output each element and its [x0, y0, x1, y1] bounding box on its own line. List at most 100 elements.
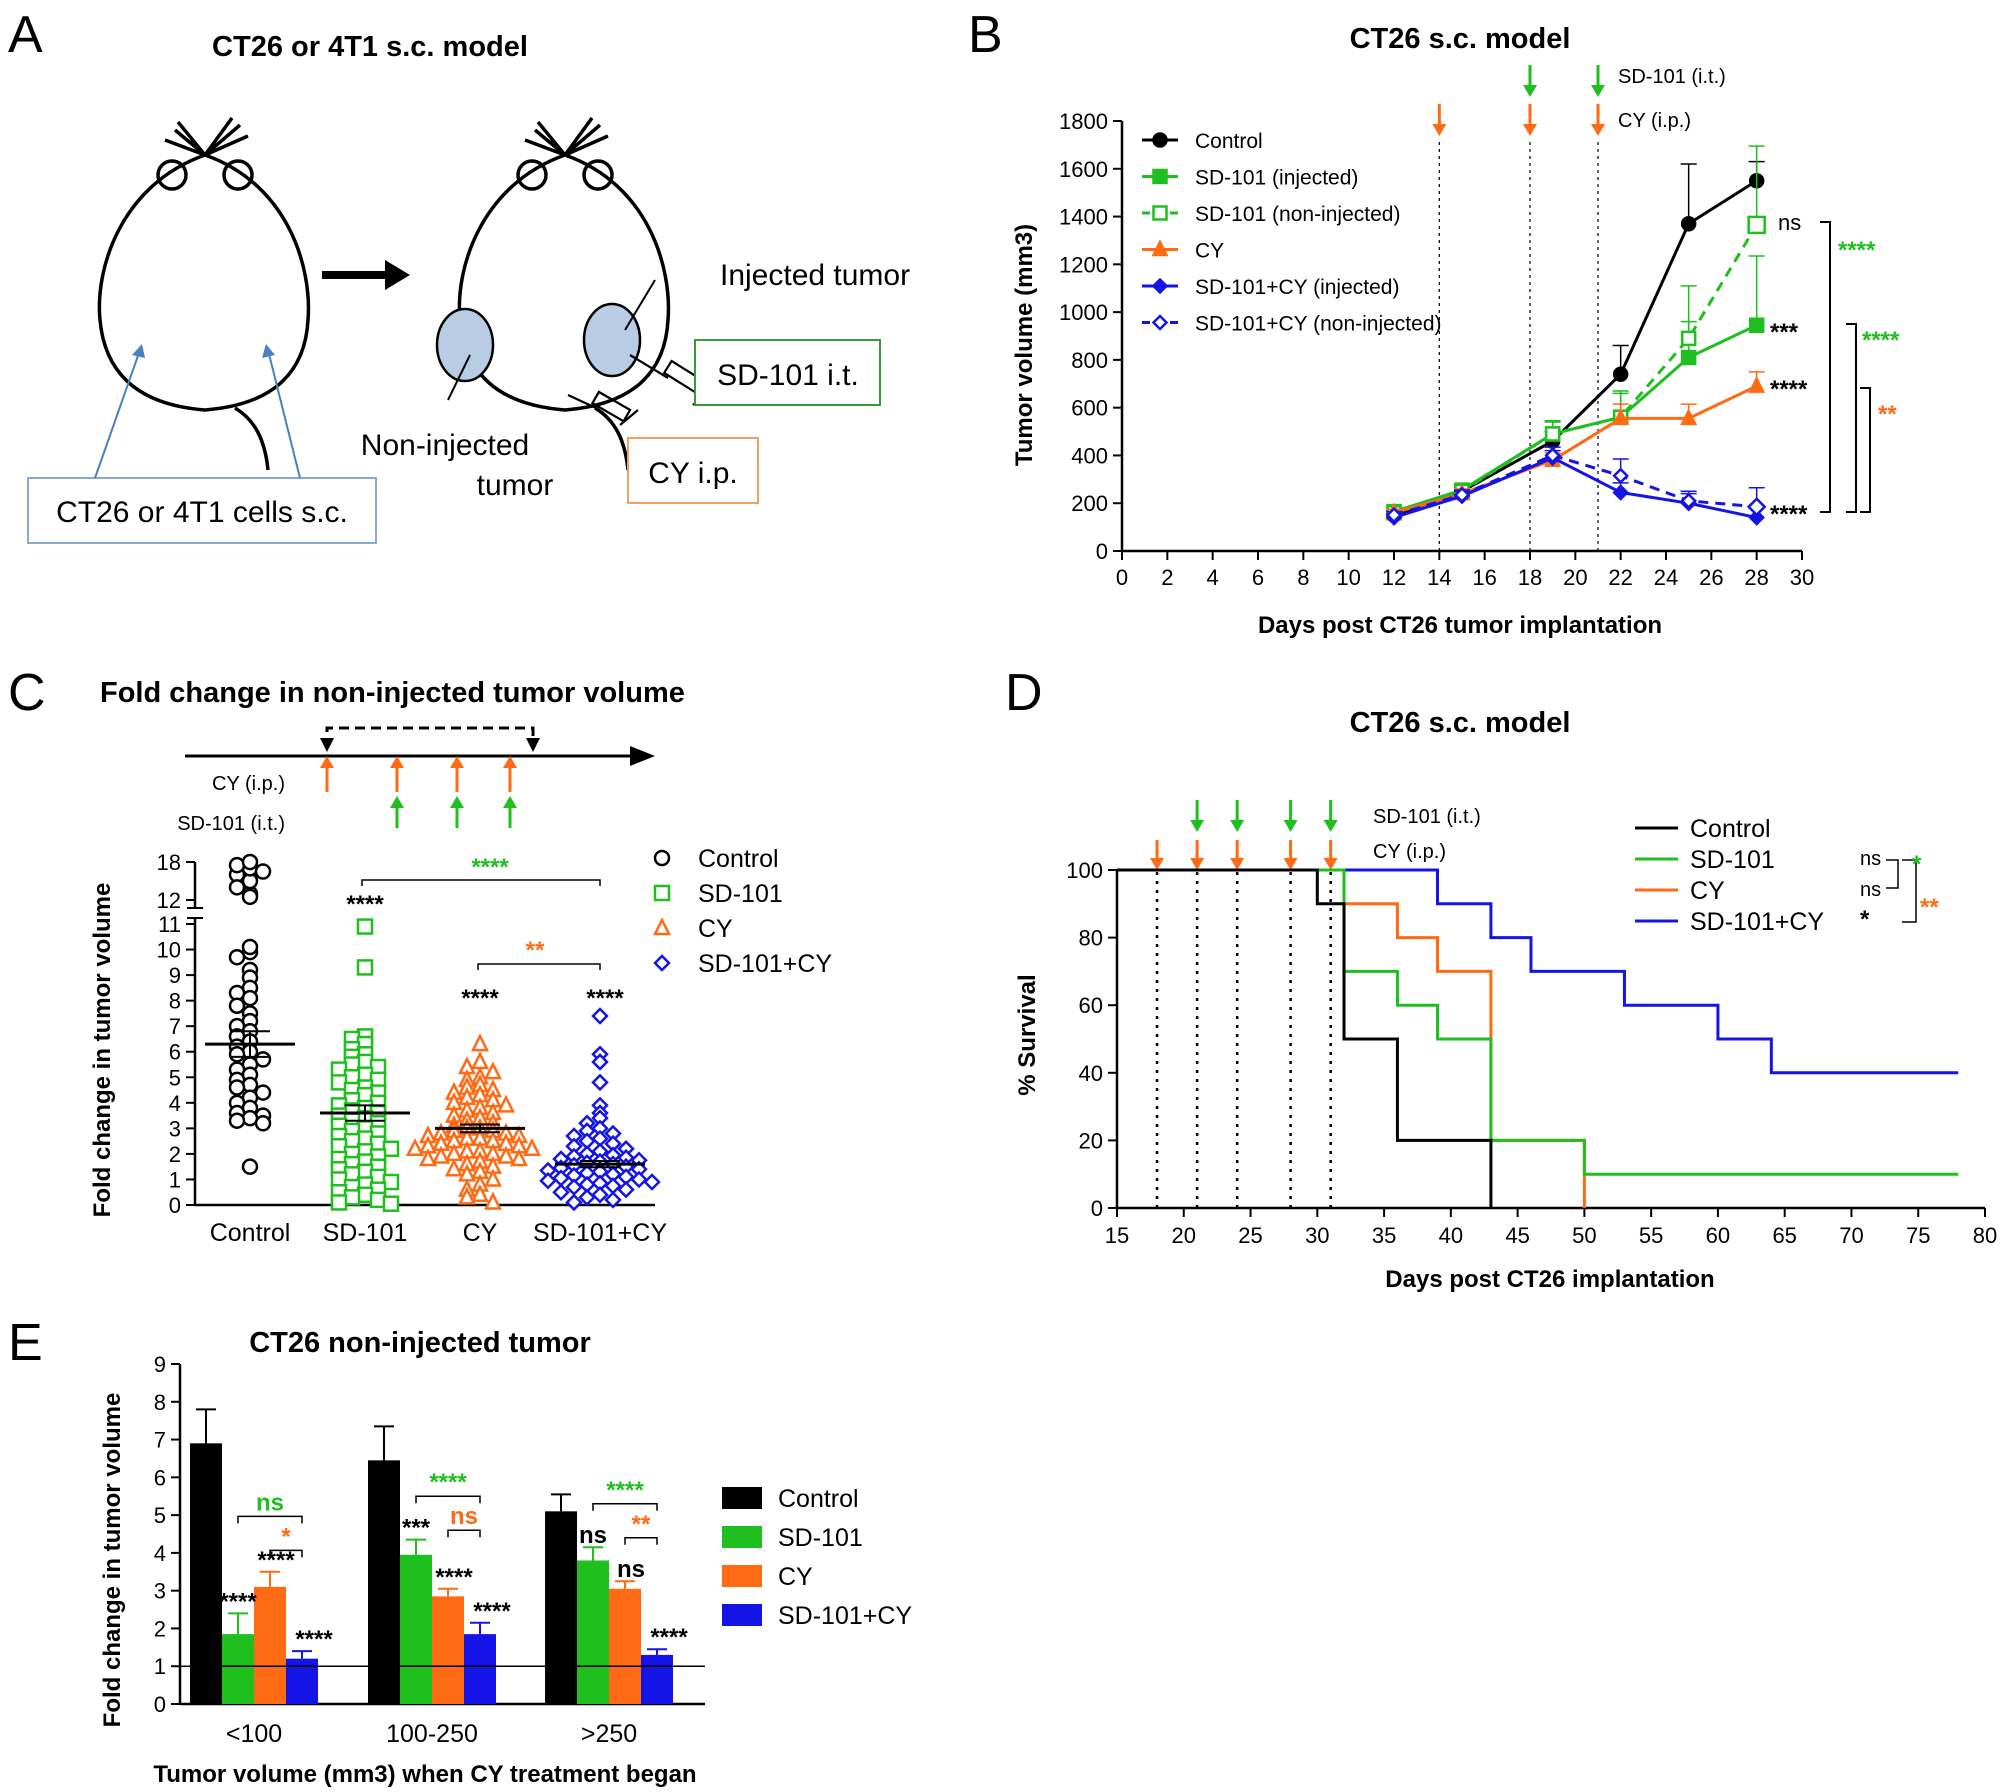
panel-b-x-tick: 22 — [1608, 565, 1632, 590]
panel-c-legend-label: CY — [698, 915, 733, 943]
panel-b-sig-ns: ns — [1778, 210, 1801, 235]
panel-c-series — [539, 1007, 661, 1212]
panel-b-series-line — [1393, 453, 1757, 517]
panel-d-y-tick: 60 — [1079, 993, 1103, 1018]
panel-e-y-tick: 3 — [154, 1579, 166, 1604]
panel-d-legend-label: Control — [1690, 815, 1771, 843]
panel-c-x-tick: SD-101+CY — [533, 1219, 667, 1247]
panel-e-bar — [286, 1658, 318, 1704]
panel-e-xlabel: Tumor volume (mm3) when CY treatment beg… — [153, 1761, 696, 1788]
panel-c-point — [405, 1138, 425, 1157]
panel-c-point — [509, 1148, 529, 1167]
panel-b-point — [1612, 366, 1629, 382]
panel-c-point — [382, 1195, 400, 1212]
panel-c-point — [483, 1168, 503, 1187]
panel-c-x-tick: CY — [463, 1219, 498, 1247]
panel-c-point — [228, 879, 246, 896]
panel-e-bracket — [415, 1495, 481, 1504]
panel-e-y-tick: 6 — [154, 1465, 166, 1490]
panel-e-legend-label: Control — [778, 1485, 859, 1513]
panel-e-bar — [368, 1460, 400, 1704]
panel-d-cy-arrow-icon — [1230, 840, 1245, 870]
panel-b-legend-marker — [1151, 239, 1169, 257]
cy-ip-label: CY i.p. — [648, 457, 738, 490]
panel-b-cy-arrow-icon — [1523, 104, 1537, 136]
panel-c-bracket-sig-2: ** — [526, 937, 545, 964]
cy-ip-box — [627, 437, 759, 504]
panel-d-xlabel: Days post CT26 implantation — [1385, 1266, 1714, 1293]
panel-e-bar — [400, 1554, 432, 1704]
panel-b-x-tick: 14 — [1427, 565, 1451, 590]
panel-d-legend-sig: ns — [1860, 848, 1881, 870]
panel-e-bar — [464, 1634, 496, 1704]
panel-d-survival-curve — [1117, 868, 1959, 1176]
panel-e-legend: Control SD-101 CY SD-101+CY — [722, 1485, 912, 1630]
panel-c-y-tick: 0 — [169, 1193, 181, 1218]
panel-b-y-tick: 400 — [1071, 443, 1108, 468]
panel-e-legend-swatch — [722, 1526, 762, 1548]
panel-b-point — [1746, 497, 1767, 517]
panel-b-y-tick: 1800 — [1059, 109, 1108, 134]
panel-d-x-tick: 25 — [1238, 1223, 1262, 1248]
panel-b-legend-label: SD-101+CY (non-injected) — [1195, 313, 1442, 336]
panel-c-timeline-arrows — [320, 756, 517, 828]
panel-e-title: CT26 non-injected tumor — [249, 1327, 591, 1359]
panel-e-legend-swatch — [722, 1604, 762, 1626]
panel-b-x-tick: 26 — [1699, 565, 1723, 590]
panel-c-point — [228, 948, 246, 966]
panel-b-ylabel: Tumor volume (mm3) — [1011, 224, 1038, 466]
panel-b-y-tick: 1200 — [1059, 252, 1108, 277]
panel-b-brackets — [1820, 221, 1871, 513]
panel-b-letter: B — [968, 6, 1003, 64]
cells-label: CT26 or 4T1 cells s.c. — [56, 496, 348, 529]
panel-d-cy-annotation: CY (i.p.) — [1373, 841, 1446, 863]
panel-e-plot: ************ns* ***************nsnsns****… — [180, 1408, 705, 1704]
panel-c-sd101-arrow-icon — [390, 796, 404, 828]
panel-b-point — [1544, 426, 1561, 442]
panel-b-legend-marker — [1151, 277, 1169, 295]
panel-c-y-tick: 12 — [157, 888, 181, 913]
panel-b-x-tick: 30 — [1790, 565, 1814, 590]
panel-c-point — [496, 1145, 516, 1164]
panel-d-legend-label: SD-101 — [1690, 846, 1775, 874]
panel-c-point — [444, 1158, 464, 1177]
panel-e-y-tick: 5 — [154, 1503, 166, 1528]
panel-d-x-tick: 70 — [1839, 1223, 1863, 1248]
injected-tumor-shape — [582, 302, 642, 378]
panel-c-legend: Control SD-101 CY SD-101+CY — [652, 845, 832, 978]
panel-c-y-tick: 9 — [169, 963, 181, 988]
panel-c-point — [552, 1169, 570, 1187]
panel-c-y-tick: 3 — [169, 1116, 181, 1141]
panel-e-bar — [190, 1443, 222, 1704]
panel-e-bracket — [447, 1529, 481, 1538]
panel-d-legend-sig: ns — [1860, 879, 1881, 901]
noninjected-label-1: Non-injected — [361, 429, 529, 462]
panel-b-point — [1748, 317, 1765, 333]
panel-d-sd101-arrow-icon — [1323, 800, 1338, 832]
panel-b-x-tick: 0 — [1116, 565, 1128, 590]
panel-c-point — [356, 959, 374, 976]
panel-d-cy-arrow-icon — [1150, 840, 1165, 870]
panel-e-y-tick: 8 — [154, 1390, 166, 1415]
panel-e-y-tick: 4 — [154, 1541, 166, 1566]
panel-d-x-tick: 15 — [1105, 1223, 1129, 1248]
panel-c-timeline — [185, 726, 655, 766]
panel-b-cy-arrow-icon — [1591, 104, 1605, 136]
panel-d-brackets — [1886, 859, 1917, 923]
panel-e-bar — [609, 1588, 641, 1704]
panel-c-legend-marker — [653, 884, 671, 902]
panel-c-legend-marker — [652, 917, 672, 936]
panel-c-title: Fold change in non-injected tumor volume — [100, 677, 685, 709]
panel-e-sig: **** — [650, 1624, 688, 1651]
panel-d-title: CT26 s.c. model — [1350, 707, 1571, 739]
panel-b-x-tick: 8 — [1297, 565, 1309, 590]
panel-b-x-tick: 4 — [1207, 565, 1219, 590]
panel-c-point — [604, 1177, 622, 1195]
panel-e-y-tick: 1 — [154, 1654, 166, 1679]
panel-b-axes: 0 2 4 6 8 10 12 14 16 18 20 22 24 26 28 300200400600800… — [1059, 109, 1814, 590]
panel-c-point — [643, 1173, 661, 1191]
panel-d-legend-sig: * — [1860, 906, 1870, 933]
panel-c-point — [470, 1051, 490, 1070]
panel-c-point — [418, 1148, 438, 1167]
panel-b-point — [1680, 349, 1697, 366]
